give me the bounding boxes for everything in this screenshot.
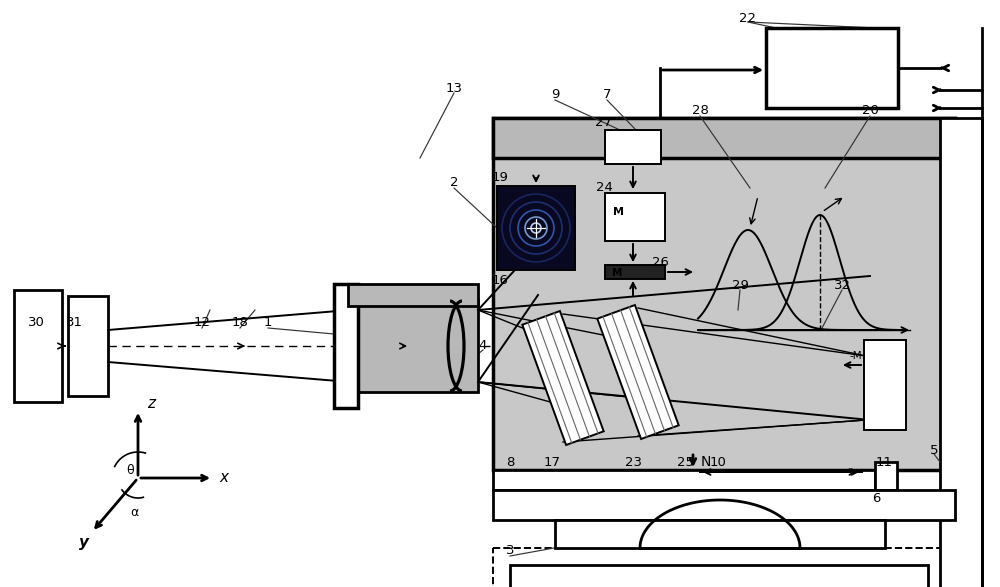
Bar	[605, 130, 661, 164]
Text: y: y	[79, 535, 89, 549]
Text: M: M	[612, 207, 624, 217]
Bar	[605, 193, 665, 241]
Text: 26: 26	[652, 255, 668, 268]
Text: 19: 19	[492, 170, 508, 184]
Text: 4: 4	[479, 339, 487, 352]
Text: 1: 1	[264, 315, 272, 329]
Text: x: x	[220, 471, 229, 485]
Text: 7: 7	[603, 87, 611, 100]
Text: z: z	[147, 396, 155, 411]
Text: 13: 13	[446, 82, 462, 95]
Text: 30: 30	[28, 315, 44, 329]
Bar	[14, 290, 62, 402]
Bar	[493, 118, 955, 158]
Text: 6: 6	[872, 491, 880, 504]
Text: 16: 16	[492, 274, 508, 286]
Text: 22: 22	[740, 12, 757, 25]
Bar	[334, 284, 358, 408]
Text: θ: θ	[126, 464, 134, 477]
Text: 23: 23	[626, 456, 642, 468]
Bar	[348, 300, 478, 392]
Text: 12: 12	[194, 315, 211, 329]
Bar	[497, 186, 575, 270]
Bar	[493, 490, 955, 520]
Bar	[68, 296, 108, 396]
Bar	[940, 118, 982, 587]
Text: α: α	[130, 505, 138, 518]
Text: M: M	[612, 268, 622, 278]
Text: 31: 31	[66, 315, 83, 329]
Text: 18: 18	[232, 315, 248, 329]
Bar	[493, 548, 955, 587]
Text: 3: 3	[506, 544, 514, 556]
Bar	[348, 284, 478, 306]
Text: 9: 9	[551, 87, 559, 100]
Bar	[555, 520, 885, 548]
Bar	[766, 28, 898, 108]
Bar	[864, 340, 906, 430]
Text: 28: 28	[692, 103, 708, 116]
Text: 8: 8	[506, 456, 514, 468]
Bar	[510, 565, 928, 587]
Text: 2: 2	[450, 176, 458, 188]
Text: 32: 32	[833, 278, 850, 292]
Text: 10: 10	[710, 456, 726, 468]
Text: -M: -M	[850, 351, 862, 361]
Polygon shape	[597, 305, 679, 439]
Bar	[493, 470, 875, 490]
Text: 25: 25	[678, 456, 694, 468]
Text: 17: 17	[544, 456, 560, 468]
Text: 27: 27	[596, 116, 612, 129]
Bar	[605, 265, 665, 279]
Text: N: N	[701, 455, 711, 469]
Text: 5: 5	[930, 444, 938, 457]
Text: 29: 29	[732, 278, 748, 292]
Text: 24: 24	[596, 180, 612, 194]
Bar	[875, 462, 897, 490]
Text: 20: 20	[862, 103, 878, 116]
Polygon shape	[522, 311, 604, 445]
Text: 11: 11	[876, 456, 892, 468]
Bar	[493, 118, 955, 470]
